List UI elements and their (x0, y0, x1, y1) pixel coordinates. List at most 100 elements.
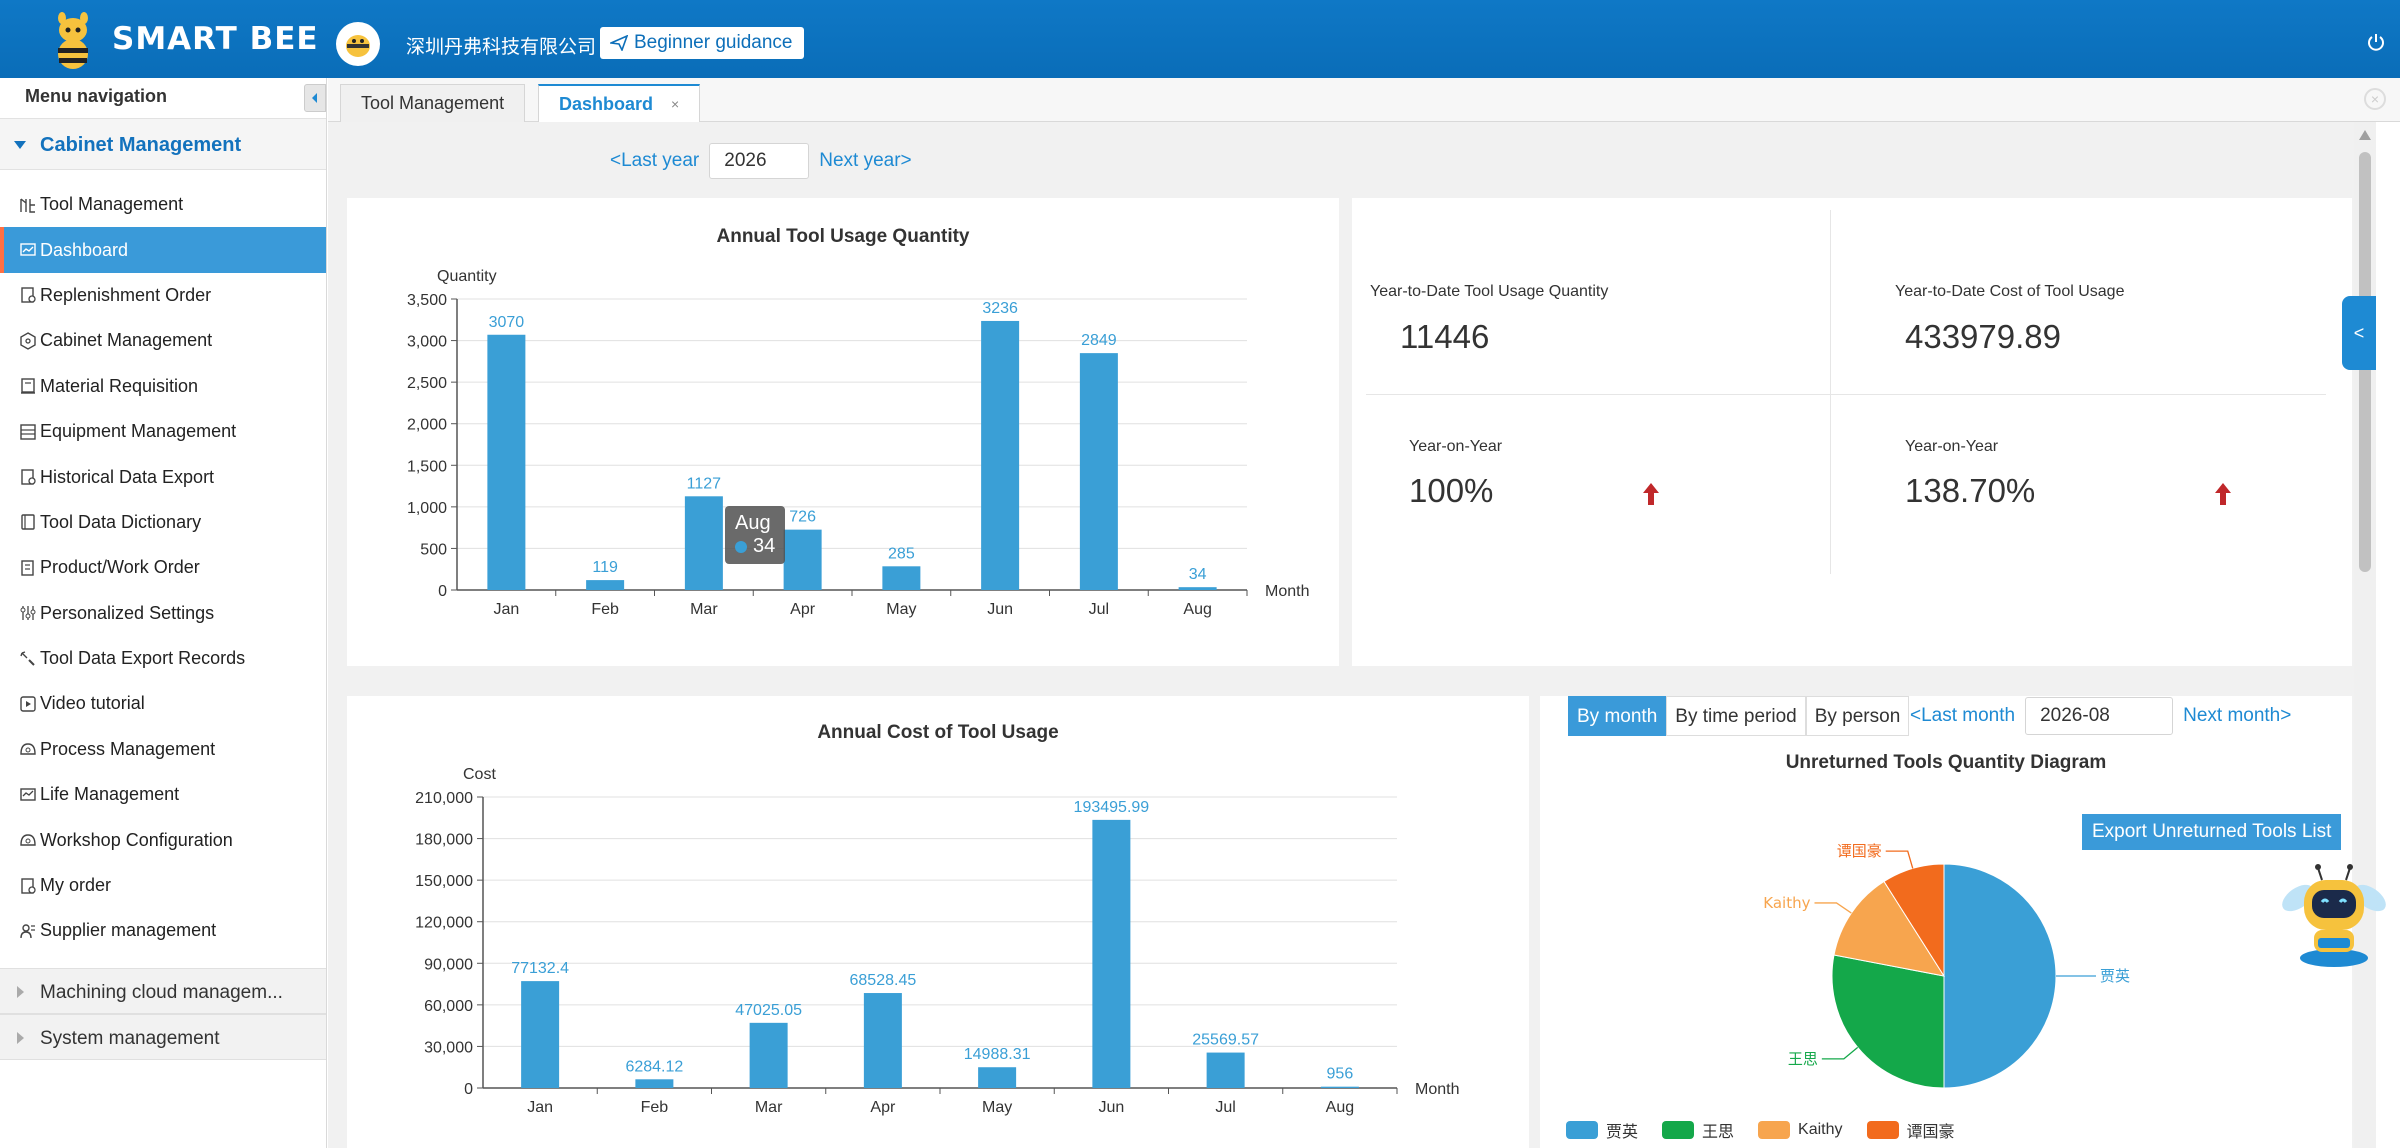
by-time-period-button[interactable]: By time period (1666, 696, 1806, 736)
legend-item[interactable]: 王思 (1662, 1118, 1734, 1142)
bar[interactable] (1320, 1086, 1359, 1088)
y-tick-label: 180,000 (415, 832, 473, 849)
sidebar-item-my-order[interactable]: My order (0, 863, 326, 908)
close-icon[interactable]: × (671, 96, 680, 112)
x-tick-label: Jan (527, 1099, 553, 1116)
x-tick-label: Jul (1215, 1099, 1235, 1116)
usage-cost-chart: 0 30,000 60,000 90,000 120,000 150,000 180,000… (415, 766, 1459, 1116)
last-year-link[interactable]: <Last year (610, 150, 700, 171)
x-tick-label: Mar (690, 601, 718, 618)
bar[interactable] (1178, 587, 1217, 590)
sidebar-item-process-management[interactable]: Process Management (0, 727, 326, 772)
sidebar-item-cabinet-management[interactable]: Cabinet Management (0, 318, 326, 363)
stats-divider (1366, 394, 2326, 395)
bar[interactable] (863, 993, 902, 1088)
bar[interactable] (1079, 353, 1118, 590)
top-header: SMART BEE 深圳丹弗科技有限公司 Beginner guidance (0, 0, 2400, 78)
bee-avatar-icon (346, 35, 370, 57)
sidebar-item-label: Dashboard (40, 239, 129, 260)
x-tick-label: May (982, 1099, 1012, 1116)
sidebar-item-replenishment-order[interactable]: Replenishment Order (0, 273, 326, 318)
dictionary-icon (21, 514, 35, 531)
x-tick-label: Feb (591, 601, 619, 618)
by-month-button[interactable]: By month (1568, 696, 1667, 736)
tab-dashboard[interactable]: Dashboard × (538, 84, 701, 122)
sidebar-item-equipment-management[interactable]: Equipment Management (0, 409, 326, 454)
sidebar-item-supplier-management[interactable]: Supplier management (0, 908, 326, 953)
x-tick-label: Jul (1089, 601, 1109, 618)
sidebar-item-label: Product/Work Order (40, 557, 200, 578)
legend-swatch (1566, 1121, 1598, 1139)
bar-value-label: 68528.45 (850, 972, 917, 989)
records-icon (20, 650, 35, 666)
legend-swatch (1866, 1121, 1899, 1139)
power-icon[interactable] (2366, 32, 2386, 52)
close-all-tabs-icon[interactable]: × (2364, 88, 2386, 110)
send-icon (610, 35, 628, 51)
chevron-left-icon (312, 93, 317, 103)
bar[interactable] (521, 981, 560, 1088)
menu-list: Tool Management Dashboard Replenishment … (0, 170, 326, 954)
sidebar-item-historical-data-export[interactable]: Historical Data Export (0, 454, 326, 499)
video-icon (20, 696, 36, 712)
by-person-button[interactable]: By person (1805, 696, 1910, 736)
sidebar-item-personalized-settings[interactable]: Personalized Settings (0, 591, 326, 636)
legend-label: 谭国豪 (1906, 1124, 1955, 1141)
scrollbar[interactable] (2354, 122, 2376, 1148)
month-input[interactable]: 2026-08 (2025, 697, 2174, 735)
side-panel-toggle[interactable]: < (2342, 296, 2376, 370)
pie-slice[interactable] (1831, 954, 1945, 1089)
collapse-sidebar-button[interactable] (304, 84, 326, 112)
y-tick-label: 3,500 (407, 292, 447, 309)
sidebar-item-video-tutorial[interactable]: Video tutorial (0, 681, 326, 726)
legend-item[interactable]: Kaithy (1758, 1118, 1843, 1142)
bar[interactable] (635, 1079, 674, 1088)
bar[interactable] (882, 566, 921, 590)
sidebar-item-tool-data-export-records[interactable]: Tool Data Export Records (0, 636, 326, 681)
ytd-quantity-value: 11446 (1400, 318, 1490, 355)
settings-icon (20, 606, 36, 621)
bar[interactable] (684, 496, 723, 590)
yoy-quantity-label: Year-on-Year (1409, 438, 1503, 455)
app-logo[interactable]: SMART BEE (48, 10, 319, 69)
legend-item[interactable]: 贾英 (1566, 1118, 1638, 1142)
sidebar-item-workshop-configuration[interactable]: Workshop Configuration (0, 817, 326, 862)
y-tick-label: 60,000 (424, 998, 473, 1015)
bar[interactable] (783, 529, 822, 590)
next-month-link[interactable]: Next month> (2183, 705, 2292, 726)
sidebar-item-life-management[interactable]: Life Management (0, 772, 326, 817)
menu-group-system-management[interactable]: System management (0, 1013, 326, 1060)
menu-group-machining-cloud[interactable]: Machining cloud managem... (0, 967, 326, 1014)
sidebar-item-tool-data-dictionary[interactable]: Tool Data Dictionary (0, 500, 326, 545)
export-unreturned-button[interactable]: Export Unreturned Tools List (2082, 814, 2342, 850)
pie-slice[interactable] (1833, 880, 1946, 977)
bar[interactable] (978, 1067, 1017, 1088)
sidebar-item-product-work-order[interactable]: Product/Work Order (0, 545, 326, 590)
sidebar-item-material-requisition[interactable]: Material Requisition (0, 364, 326, 409)
pie-slice[interactable] (1943, 863, 2057, 1089)
bar[interactable] (1206, 1052, 1245, 1088)
sidebar-item-tool-management[interactable]: Tool Management (0, 182, 326, 227)
pie-slice-label: Kaithy (1763, 894, 1810, 912)
menu-group-cabinet-management[interactable]: Cabinet Management (0, 118, 326, 170)
sidebar-item-dashboard[interactable]: Dashboard (0, 227, 326, 274)
pie-label-line (1814, 902, 1852, 914)
sidebar-item-label: Workshop Configuration (40, 829, 233, 850)
company-avatar[interactable] (336, 22, 380, 66)
year-input[interactable]: 2026 (709, 143, 810, 179)
scroll-up-icon[interactable] (2359, 130, 2371, 140)
tab-tool-management[interactable]: Tool Management (340, 84, 526, 122)
bar[interactable] (586, 580, 625, 590)
bar[interactable] (487, 334, 526, 590)
bar[interactable] (1092, 819, 1131, 1088)
last-month-link[interactable]: <Last month (1910, 705, 2016, 726)
next-year-link[interactable]: Next year> (819, 150, 912, 171)
y-tick-label: 2,000 (407, 417, 447, 434)
legend-item[interactable]: 谭国豪 (1866, 1118, 1955, 1142)
yoy-cost-label: Year-on-Year (1905, 438, 1999, 455)
ai-assistant-robot-icon[interactable] (2278, 858, 2390, 970)
beginner-guidance-button[interactable]: Beginner guidance (600, 27, 805, 59)
bar[interactable] (981, 320, 1020, 590)
bar[interactable] (749, 1022, 788, 1088)
bar-value-label: 3070 (489, 314, 525, 331)
